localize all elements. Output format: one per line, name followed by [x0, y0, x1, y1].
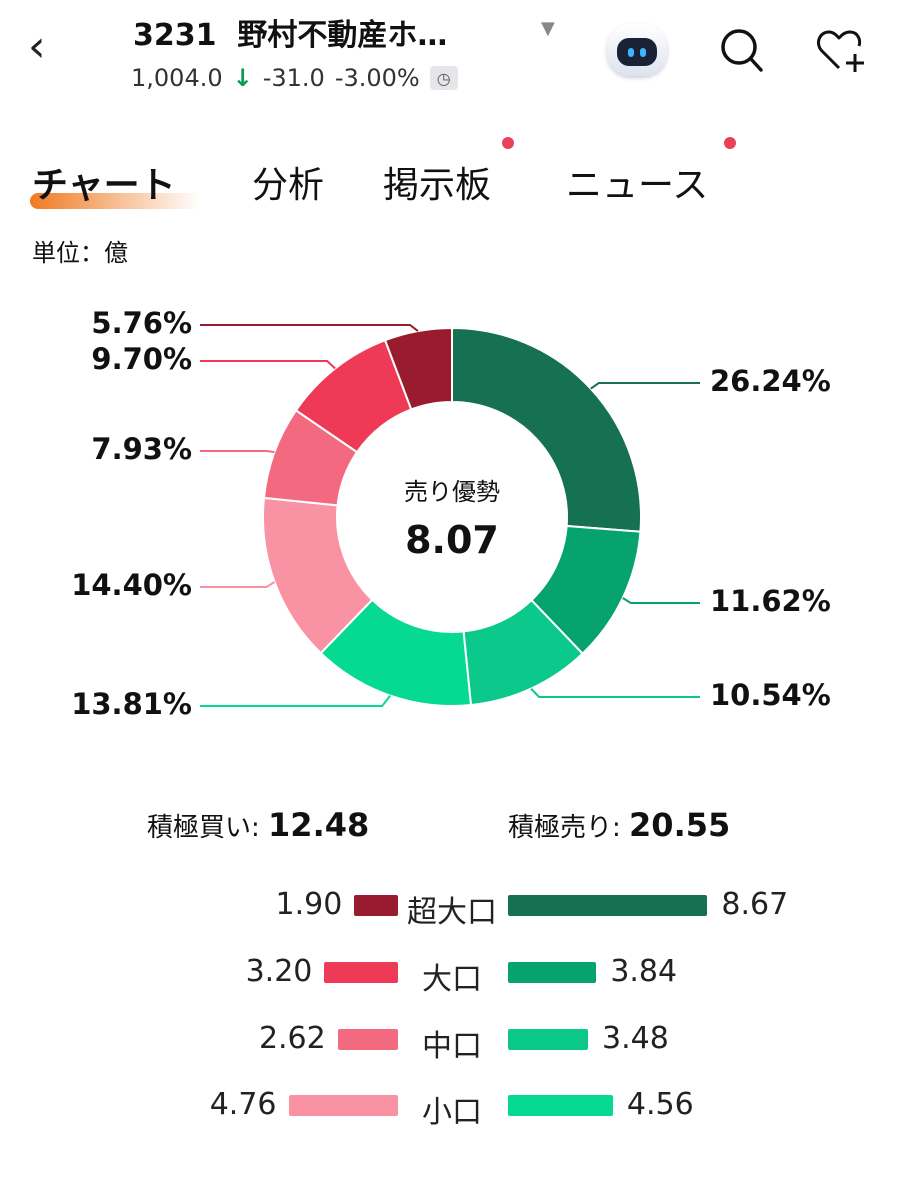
- tab-board[interactable]: 掲示板: [383, 165, 492, 206]
- aggressive-sell-summary: 積極売り: 20.55: [508, 806, 730, 844]
- clock-icon[interactable]: ◷: [429, 66, 458, 90]
- sell-label: 積極売り:: [508, 813, 621, 843]
- slice-label: 7.93%: [91, 432, 192, 466]
- arrow-down-icon: ↓: [232, 64, 253, 92]
- donut-chart: [200, 324, 700, 707]
- buy-amount: 3.84: [610, 954, 678, 989]
- flow-row: 4.76 小口 4.56: [0, 1085, 899, 1130]
- buy-amount: 8.67: [721, 887, 789, 922]
- price: 1,004.0: [131, 64, 223, 92]
- search-icon[interactable]: [716, 24, 768, 76]
- buy-bar: [508, 895, 708, 916]
- active-tab-indicator: [30, 193, 200, 209]
- sell-bar: [324, 962, 398, 983]
- buy-amount: 3.48: [602, 1021, 669, 1056]
- quote-line: 1,004.0 ↓ -31.0 -3.00% ◷: [131, 64, 458, 92]
- donut-slice: [383, 326, 453, 411]
- buy-bar: [508, 962, 597, 983]
- buy-bar: [508, 1095, 613, 1116]
- stock-title[interactable]: 3231 野村不動産ホ…: [133, 10, 447, 54]
- sell-bar: [337, 1029, 398, 1050]
- buy-amount: 4.56: [626, 1087, 694, 1122]
- order-size-label: 大口: [422, 962, 482, 997]
- notification-dot: [724, 137, 736, 149]
- leader-line: [200, 360, 336, 370]
- leader-line: [200, 694, 391, 707]
- slice-label: 26.24%: [710, 364, 831, 398]
- ai-assistant-robot-icon[interactable]: [607, 24, 667, 76]
- order-size-label: 小口: [422, 1095, 482, 1130]
- price-change: -31.0: [262, 64, 325, 92]
- tab-chart[interactable]: チャート: [32, 165, 176, 206]
- sell-amount: 3.20: [245, 954, 313, 989]
- leader-line: [590, 382, 700, 390]
- slice-label: 9.70%: [91, 342, 192, 376]
- price-change-pct: -3.00%: [334, 64, 420, 92]
- tab-analysis[interactable]: 分析: [252, 165, 325, 206]
- unit-label: 単位：億: [32, 239, 128, 267]
- order-size-label: 中口: [422, 1029, 482, 1064]
- sell-amount: 4.76: [209, 1087, 277, 1122]
- buy-bar: [508, 1029, 589, 1050]
- slice-label: 14.40%: [71, 568, 192, 602]
- order-size-label: 超大口: [407, 895, 497, 930]
- notification-dot: [502, 137, 514, 149]
- flow-row: 3.20 大口 3.84: [0, 952, 899, 997]
- add-favorite-heart-icon[interactable]: [814, 24, 866, 76]
- slice-label: 5.76%: [91, 306, 192, 340]
- sell-amount: 2.62: [258, 1021, 326, 1056]
- slice-label: 11.62%: [710, 584, 831, 618]
- buy-value: 12.48: [268, 806, 370, 844]
- stock-code: 3231: [133, 18, 217, 53]
- sell-amount: 1.90: [275, 887, 343, 922]
- donut-center-value: 8.07: [405, 518, 499, 562]
- flow-row: 2.62 中口 3.48: [0, 1019, 899, 1064]
- sell-value: 20.55: [629, 806, 731, 844]
- donut-slice: [451, 326, 642, 533]
- slice-label: 13.81%: [71, 687, 192, 721]
- dropdown-caret-icon[interactable]: ▼: [541, 18, 555, 39]
- sell-bar: [354, 895, 398, 916]
- aggressive-buy-summary: 積極買い: 12.48: [147, 806, 369, 844]
- leader-line: [200, 581, 276, 588]
- leader-line: [200, 450, 275, 454]
- tab-news[interactable]: ニュース: [566, 165, 709, 206]
- donut-center-title: 売り優勢: [404, 478, 500, 506]
- slice-label: 10.54%: [710, 678, 831, 712]
- leader-line: [622, 597, 700, 604]
- buy-label: 積極買い:: [147, 813, 260, 843]
- stock-name: 野村不動産ホ…: [237, 18, 448, 53]
- leader-line: [530, 687, 700, 698]
- leader-line: [200, 324, 419, 332]
- back-chevron-icon[interactable]: ‹: [28, 21, 46, 72]
- sell-bar: [288, 1095, 398, 1116]
- flow-row: 1.90 超大口 8.67: [0, 885, 899, 930]
